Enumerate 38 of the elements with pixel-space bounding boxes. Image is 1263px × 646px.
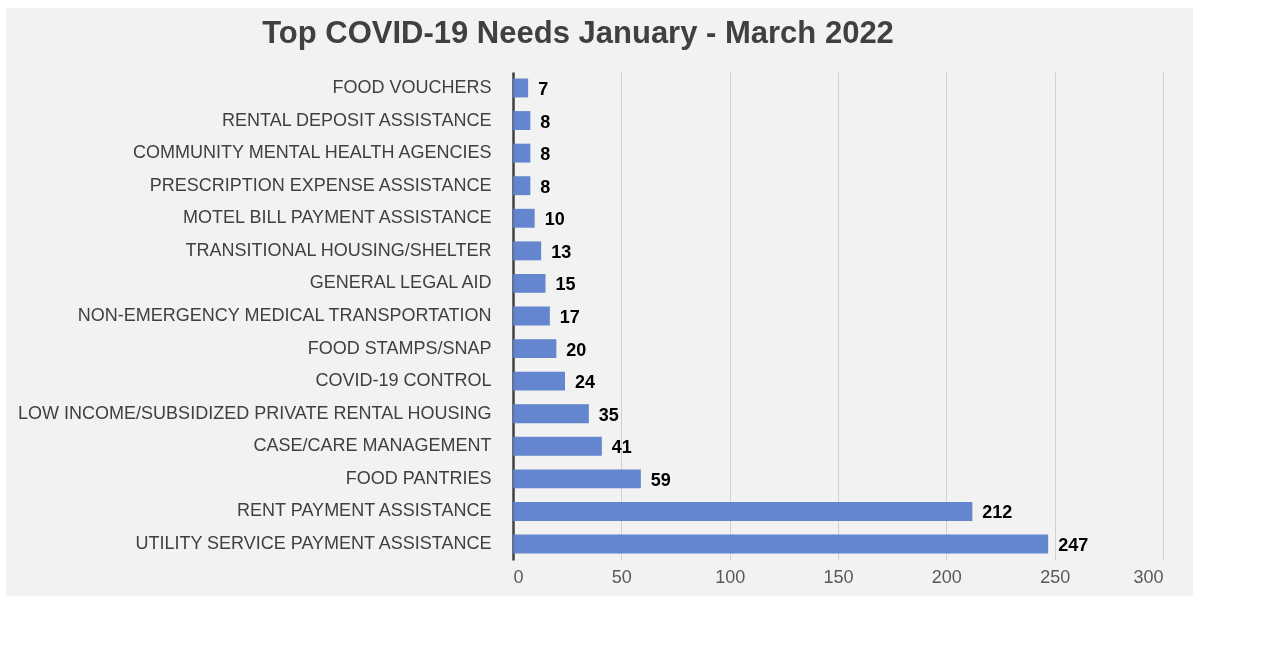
y-tick-label: FOOD VOUCHERS [332, 76, 492, 97]
x-tick-label: 50 [611, 566, 632, 587]
data-label: 10 [544, 209, 565, 230]
y-tick-label: LOW INCOME/SUBSIDIZED PRIVATE RENTAL HOUSING [18, 402, 492, 423]
y-tick-label: COMMUNITY MENTAL HEALTH AGENCIES [133, 142, 492, 163]
y-tick-label: COVID-19 CONTROL [315, 370, 492, 391]
data-label: 13 [551, 241, 572, 262]
data-label: 212 [982, 502, 1013, 523]
data-label: 35 [598, 404, 619, 425]
data-label: 41 [611, 437, 632, 458]
data-label: 15 [555, 274, 576, 295]
data-label: 20 [566, 339, 587, 360]
x-tick-label: 100 [715, 566, 746, 587]
x-tick-label: 250 [1040, 566, 1071, 587]
y-tick-label: TRANSITIONAL HOUSING/SHELTER [185, 239, 492, 260]
y-tick-label: UTILITY SERVICE PAYMENT ASSISTANCE [135, 533, 492, 554]
data-label: 17 [559, 307, 580, 327]
chart-title: Top COVID-19 Needs January - March 2022 [262, 15, 894, 50]
y-tick-label: RENTAL DEPOSIT ASSISTANCE [222, 109, 492, 130]
data-label: 8 [540, 111, 551, 132]
data-label: 24 [575, 372, 596, 393]
y-tick-label: FOOD PANTRIES [345, 467, 492, 488]
x-tick-label: 0 [513, 566, 524, 587]
y-tick-label: PRESCRIPTION EXPENSE ASSISTANCE [149, 174, 492, 195]
x-tick-label: 200 [931, 566, 962, 587]
y-tick-label: MOTEL BILL PAYMENT ASSISTANCE [183, 207, 492, 228]
x-tick-label: 150 [823, 566, 854, 587]
data-label: 8 [540, 144, 551, 165]
y-tick-label: FOOD STAMPS/SNAP [307, 337, 492, 358]
y-tick-label: NON-EMERGENCY MEDICAL TRANSPORTATION [77, 305, 492, 325]
y-tick-label: CASE/CARE MANAGEMENT [253, 435, 492, 456]
data-label: 59 [650, 469, 671, 490]
data-label: 7 [538, 78, 549, 99]
data-label: 8 [540, 176, 551, 197]
y-tick-label: GENERAL LEGAL AID [309, 272, 492, 293]
y-tick-label: RENT PAYMENT ASSISTANCE [237, 500, 492, 521]
x-tick-label: 300 [1133, 566, 1164, 587]
data-label: 247 [1058, 535, 1089, 556]
